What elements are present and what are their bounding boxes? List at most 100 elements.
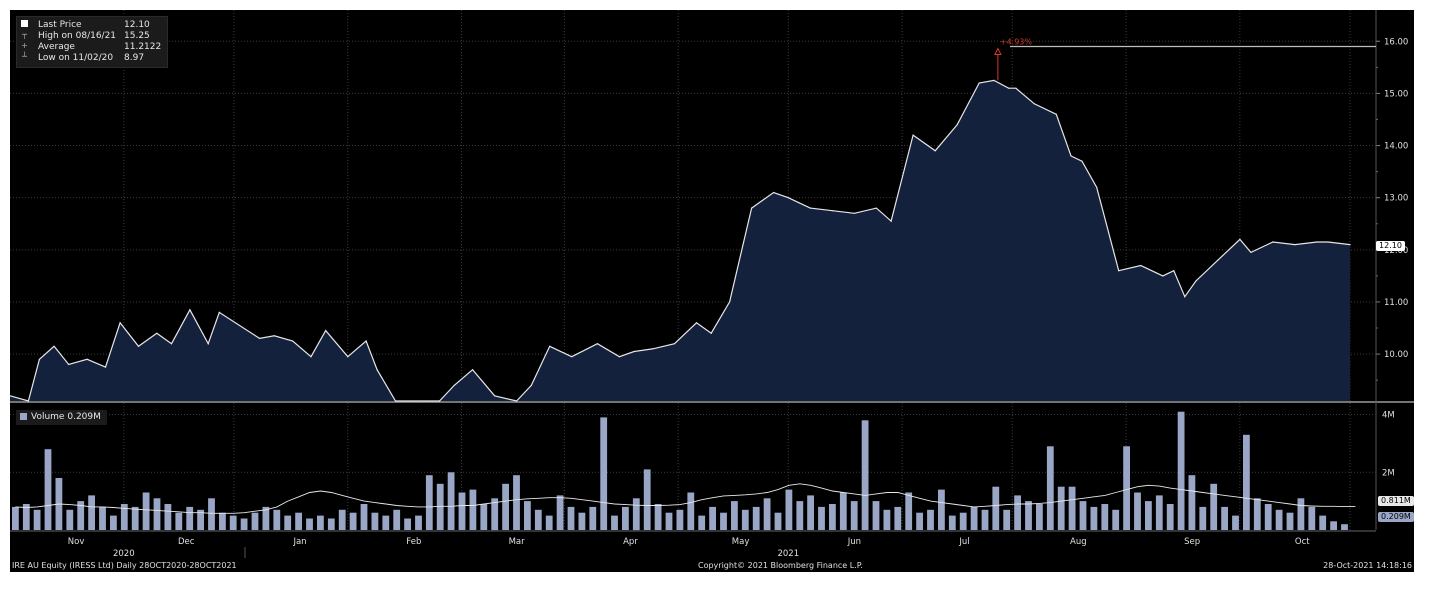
volume-bar xyxy=(622,506,629,530)
volume-bar xyxy=(436,483,444,530)
volume-bar xyxy=(861,420,869,530)
volume-bar xyxy=(480,504,488,530)
volume-tick-label: 2M xyxy=(1382,468,1395,478)
price-point xyxy=(798,202,800,204)
price-point xyxy=(1250,251,1252,253)
volume-bar xyxy=(905,492,913,530)
volume-bar xyxy=(665,512,673,530)
price-point xyxy=(259,337,261,339)
x-tick-label: Oct xyxy=(1295,537,1310,547)
price-point xyxy=(875,207,878,209)
price-point xyxy=(9,395,11,397)
price-point xyxy=(27,400,29,402)
price-point xyxy=(912,134,914,136)
volume-bar xyxy=(916,512,923,530)
volume-bar xyxy=(382,515,390,530)
price-point xyxy=(1096,186,1098,188)
price-point xyxy=(751,207,753,209)
price-point xyxy=(934,150,936,152)
price-point xyxy=(695,322,698,324)
volume-bar xyxy=(807,495,814,530)
volume-bar xyxy=(306,518,313,530)
x-tick-label: May xyxy=(732,537,750,547)
price-point xyxy=(1184,296,1186,298)
volume-bar xyxy=(317,515,324,530)
volume-bar xyxy=(927,509,934,530)
volume-bar xyxy=(44,449,52,530)
price-volume-chart: 10.0011.0012.0013.0014.0015.0016.002M4MN… xyxy=(9,10,1414,559)
volume-bar xyxy=(687,492,695,530)
x-tick-label: Mar xyxy=(509,537,526,547)
volume-bar xyxy=(948,515,956,530)
price-point xyxy=(549,345,551,347)
y-tick-label: 16.00 xyxy=(1384,37,1408,47)
price-point xyxy=(137,345,140,347)
volume-bar xyxy=(1177,411,1185,530)
volume-bar xyxy=(327,518,335,530)
volume-bar xyxy=(404,518,411,530)
price-point xyxy=(1173,270,1175,272)
volume-bar xyxy=(959,512,967,530)
volume-bar xyxy=(295,512,302,530)
y-tick-label: 14.00 xyxy=(1384,142,1408,152)
price-point xyxy=(729,301,731,303)
footer-right: 28-Oct-2021 14:18:16 xyxy=(1323,561,1412,570)
x-tick-label: Aug xyxy=(1070,537,1087,547)
volume-bar xyxy=(393,509,401,530)
price-point xyxy=(1316,241,1318,243)
x-tick-label: Feb xyxy=(406,537,421,547)
volume-bar xyxy=(458,492,466,530)
volume-bar xyxy=(1243,434,1250,531)
volume-bar xyxy=(229,515,237,530)
volume-bar xyxy=(774,512,782,530)
volume-bar xyxy=(1112,509,1120,530)
volume-bar xyxy=(818,506,825,530)
price-point xyxy=(1327,241,1329,243)
volume-bar xyxy=(872,501,880,530)
y-tick-label: 11.00 xyxy=(1384,298,1408,308)
volume-bar xyxy=(66,509,74,530)
volume-bar xyxy=(164,504,172,530)
volume-bar xyxy=(240,518,248,530)
x-tick-label: Jun xyxy=(847,537,861,547)
volume-bar xyxy=(567,506,575,530)
volume-bar xyxy=(894,506,902,530)
volume-bar xyxy=(676,509,684,530)
volume-bar xyxy=(1166,504,1174,530)
volume-bar xyxy=(273,509,281,530)
price-point xyxy=(516,400,518,402)
volume-bar xyxy=(720,512,727,530)
volume-bar xyxy=(654,504,662,530)
change-annotation: +4.93% xyxy=(1000,37,1033,46)
volume-bar xyxy=(600,417,608,530)
volume-bar xyxy=(1319,515,1327,530)
volume-bar xyxy=(1199,506,1207,530)
volume-bar xyxy=(534,509,542,530)
volume-bar xyxy=(175,512,183,530)
volume-bar xyxy=(12,506,19,530)
volume-bar xyxy=(99,506,106,530)
volume-bar xyxy=(698,515,706,530)
volume-bar xyxy=(491,498,499,531)
volume-bar xyxy=(251,512,259,530)
price-point xyxy=(1272,241,1274,243)
volume-bar xyxy=(981,509,989,530)
volume-average-line xyxy=(15,483,1356,514)
volume-bar xyxy=(796,501,804,530)
volume-bar xyxy=(1297,498,1305,531)
volume-bar xyxy=(1341,524,1348,530)
price-point xyxy=(710,332,712,334)
price-point xyxy=(453,384,455,386)
legend-item-low: ┴ Low on 11/02/20 8.97 xyxy=(22,52,145,64)
volume-bar xyxy=(992,486,1000,530)
volume-bar xyxy=(1057,486,1065,530)
price-point xyxy=(68,363,70,366)
x-tick-label: Jul xyxy=(958,537,969,547)
volume-bar xyxy=(709,506,716,530)
price-point xyxy=(189,309,191,311)
x-tick-label: Nov xyxy=(68,537,85,547)
volume-bar xyxy=(1046,446,1054,530)
price-point xyxy=(472,369,474,371)
legend-item-average: + Average 11.2122 xyxy=(21,41,162,53)
volume-avg-tag: 0.811M xyxy=(1378,496,1414,506)
